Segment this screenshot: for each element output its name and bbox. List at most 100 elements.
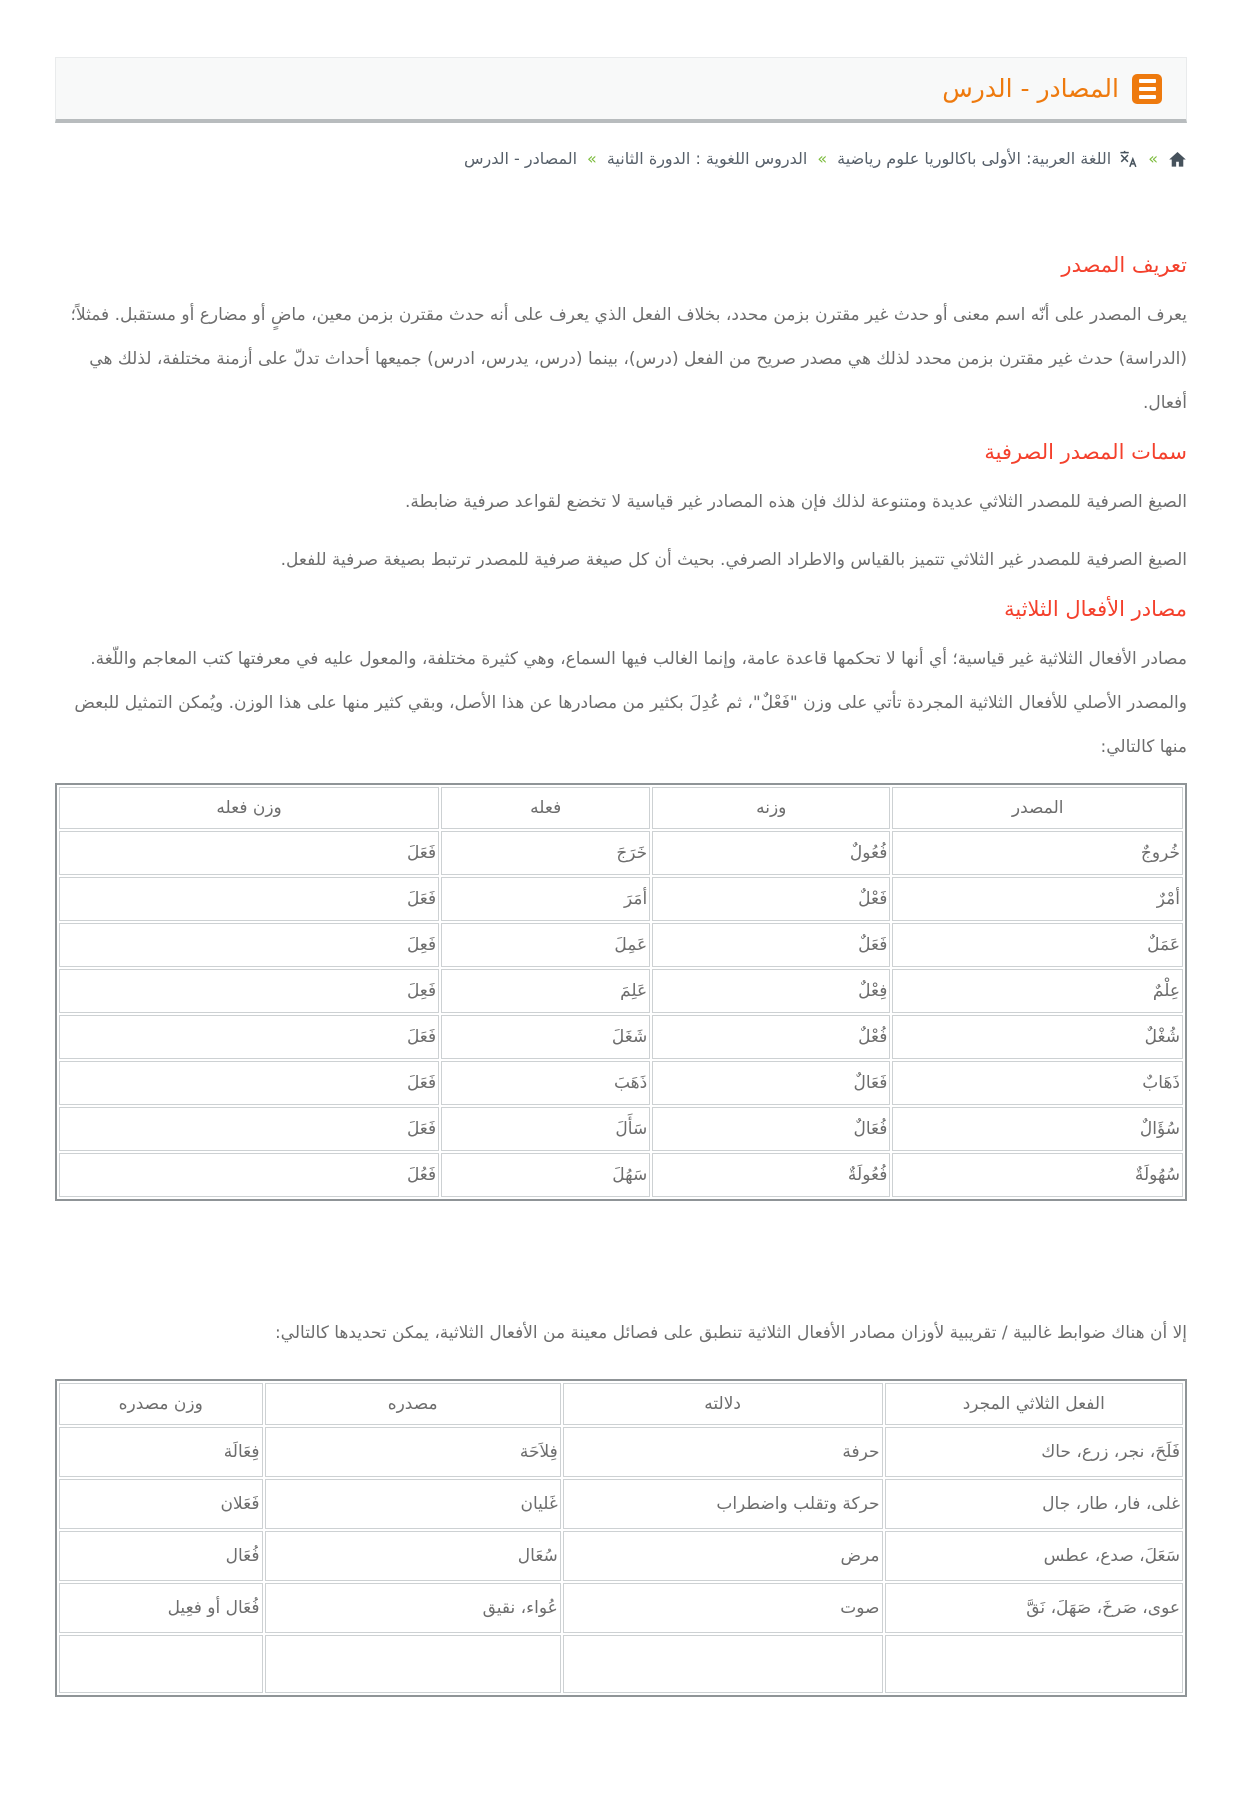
table-cell: مرض (562, 1531, 883, 1581)
table-cell: شُغْلٌ (892, 1015, 1183, 1059)
table-cell: غَليان (264, 1479, 561, 1529)
breadcrumb-separator: » (817, 149, 828, 168)
table-cell: فَعْلٌ (652, 877, 891, 921)
column-header: مصدره (264, 1383, 561, 1425)
definition-paragraph: يعرف المصدر على أنّه اسم معنى أو حدث غير… (70, 305, 1187, 413)
breadcrumb-separator: » (587, 149, 597, 168)
patterns-table: الفعل الثلاثي المجرد دلالته مصدره وزن مص… (55, 1379, 1187, 1697)
table-cell: عُواء، نقيق (264, 1583, 561, 1633)
page-title: المصادر - الدرس (942, 74, 1119, 103)
table-cell: فَعَلَ (59, 1107, 440, 1151)
table-row: سُهُولَةٌ فُعُولَةٌ سَهُلَ فَعُلَ (59, 1153, 1183, 1197)
table-cell: فَعَلٌ (652, 923, 891, 967)
column-header: المصدر (892, 787, 1183, 829)
table-cell: عَمِلَ (441, 923, 651, 967)
table-cell: ذَهَبَ (441, 1061, 651, 1105)
table-row: عوى، صَرخَ، صَهَلَ، نَقَّ صوت عُواء، نقي… (59, 1583, 1183, 1633)
table-cell: عَلِمَ (441, 969, 651, 1013)
table-cell: فُعُولَةٌ (652, 1153, 891, 1197)
trilateral-paragraph: مصادر الأفعال الثلاثية غير قياسية؛ أي أن… (74, 649, 1187, 757)
table-cell: فُعَال أو فعِيل (59, 1583, 263, 1633)
morph-features-paragraph-1: الصيغ الصرفية للمصدر الثلاثي عديدة ومتنو… (405, 492, 1187, 512)
lesson-content: تعريف المصدر يعرف المصدر على أنّه اسم مع… (55, 252, 1187, 1697)
table-row: فَلَحَ، نجر، زرع، حاك حرفة فِلاَحَة فِعَ… (59, 1427, 1183, 1477)
table-cell: ذَهَابٌ (892, 1061, 1183, 1105)
breadcrumb-item-subject[interactable]: اللغة العربية: الأولى باكالوريا علوم ريا… (837, 146, 1138, 172)
table-row: سُؤَالٌ فُعَالٌ سَأَلَ فَعَلَ (59, 1107, 1183, 1151)
column-header: وزنه (652, 787, 891, 829)
table-row: شُغْلٌ فُعْلٌ شَغَلَ فَعَلَ (59, 1015, 1183, 1059)
table-cell: سَأَلَ (441, 1107, 651, 1151)
table-cell: أمْرٌ (892, 877, 1183, 921)
patterns-table-wrapper: الفعل الثلاثي المجرد دلالته مصدره وزن مص… (55, 1379, 1187, 1697)
breadcrumb-label: اللغة العربية: الأولى باكالوريا علوم ريا… (837, 149, 1112, 168)
table-cell: فَعَلان (59, 1479, 263, 1529)
table-cell: فُعَال (59, 1531, 263, 1581)
column-header: الفعل الثلاثي المجرد (884, 1383, 1183, 1425)
table-cell: خَرَجَ (441, 831, 651, 875)
table-cell: فَعَلَ (59, 831, 440, 875)
breadcrumb-item-course[interactable]: الدروس اللغوية : الدورة الثانية (607, 146, 808, 172)
table-cell: شَغَلَ (441, 1015, 651, 1059)
column-header: فعله (441, 787, 651, 829)
table-header-row: الفعل الثلاثي المجرد دلالته مصدره وزن مص… (59, 1383, 1183, 1425)
masdar-examples-table-wrapper: المصدر وزنه فعله وزن فعله خُروجٌ فُعُولٌ… (55, 783, 1187, 1201)
table-cell: أمَرَ (441, 877, 651, 921)
table-cell: سَعَلَ، صدع، عطس (884, 1531, 1183, 1581)
table-cell: سُعَال (264, 1531, 561, 1581)
table-row: غلى، فار، طار، جال حركة وتقلب واضطراب غَ… (59, 1479, 1183, 1529)
table-cell: فَعَلَ (59, 1061, 440, 1105)
translate-icon (1117, 149, 1138, 169)
table-cell: خُروجٌ (892, 831, 1183, 875)
section-heading-trilateral: مصادر الأفعال الثلاثية (1004, 597, 1187, 621)
table-row: أمْرٌ فَعْلٌ أمَرَ فَعَلَ (59, 877, 1183, 921)
table-cell (59, 1635, 263, 1693)
table-cell (264, 1635, 561, 1693)
table-cell: فُعَالٌ (652, 1107, 891, 1151)
table-cell: فَعَلَ (59, 1015, 440, 1059)
home-icon (1168, 150, 1187, 169)
section-heading-definition: تعريف المصدر (1061, 253, 1187, 277)
page: المصادر - الدرس » اللغة العربية: الأولى … (55, 57, 1187, 1697)
breadcrumb-home-link[interactable] (1168, 150, 1187, 169)
table-cell: عِلْمٌ (892, 969, 1183, 1013)
table-cell: صوت (562, 1583, 883, 1633)
table-cell (562, 1635, 883, 1693)
column-header: وزن مصدره (59, 1383, 263, 1425)
table-cell: فِلاَحَة (264, 1427, 561, 1477)
breadcrumb-label: الدروس اللغوية : الدورة الثانية (606, 149, 808, 168)
table-cell: حرفة (562, 1427, 883, 1477)
table-cell: فِعْلٌ (652, 969, 891, 1013)
table-cell: فُعْلٌ (652, 1015, 891, 1059)
table-row: عَمَلٌ فَعَلٌ عَمِلَ فَعِلَ (59, 923, 1183, 967)
table-cell: غلى، فار، طار، جال (884, 1479, 1183, 1529)
table-cell: سُهُولَةٌ (892, 1153, 1183, 1197)
breadcrumb-item-current: المصادر - الدرس (463, 149, 578, 168)
breadcrumb-separator: » (1148, 149, 1158, 168)
table-cell: عَمَلٌ (892, 923, 1183, 967)
table-cell (884, 1635, 1183, 1693)
table-cell: فَعُلَ (59, 1153, 440, 1197)
table-row: سَعَلَ، صدع، عطس مرض سُعَال فُعَال (59, 1531, 1183, 1581)
table-cell: فَعِلَ (59, 969, 440, 1013)
column-header: دلالته (562, 1383, 883, 1425)
table-row: عِلْمٌ فِعْلٌ عَلِمَ فَعِلَ (59, 969, 1183, 1013)
table-cell: سُؤَالٌ (892, 1107, 1183, 1151)
breadcrumb: » اللغة العربية: الأولى باكالوريا علوم ر… (55, 146, 1187, 172)
table-cell: سَهُلَ (441, 1153, 651, 1197)
masdar-examples-table: المصدر وزنه فعله وزن فعله خُروجٌ فُعُولٌ… (55, 783, 1187, 1201)
table-cell: عوى، صَرخَ، صَهَلَ، نَقَّ (884, 1583, 1183, 1633)
trilateral-note-paragraph: إلا أن هناك ضوابط غالبية / تقريبية لأوزا… (274, 1323, 1187, 1343)
table-cell: فَعَالٌ (652, 1061, 891, 1105)
table-cell: حركة وتقلب واضطراب (562, 1479, 883, 1529)
morph-features-paragraph-2: الصيغ الصرفية للمصدر غير الثلاثي تتميز ب… (280, 550, 1187, 570)
table-row (59, 1635, 1183, 1693)
lesson-list-icon (1132, 73, 1162, 104)
table-cell: فِعَالَة (59, 1427, 263, 1477)
column-header: وزن فعله (59, 787, 440, 829)
table-cell: فَعَلَ (59, 877, 440, 921)
table-cell: فَعِلَ (59, 923, 440, 967)
table-row: ذَهَابٌ فَعَالٌ ذَهَبَ فَعَلَ (59, 1061, 1183, 1105)
table-cell: فُعُولٌ (652, 831, 891, 875)
table-cell: فَلَحَ، نجر، زرع، حاك (884, 1427, 1183, 1477)
